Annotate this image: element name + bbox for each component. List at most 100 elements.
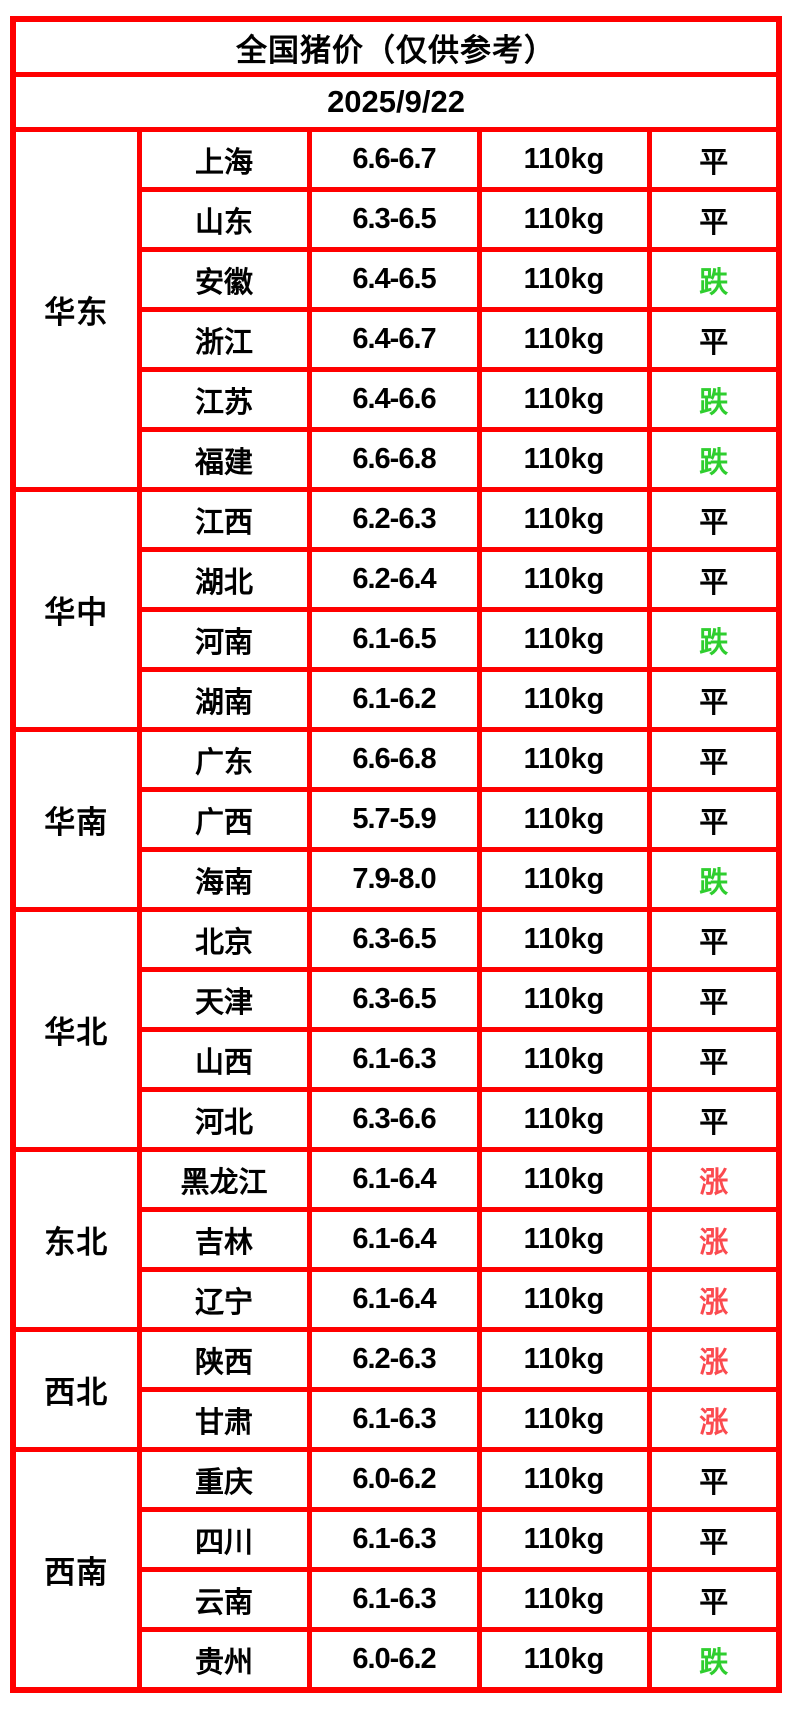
weight-cell: 110kg (476, 1327, 652, 1392)
price-cell: 6.0-6.2 (306, 1627, 482, 1693)
status-cell: 平 (646, 547, 782, 612)
status-cell: 跌 (646, 607, 782, 672)
table-title: 全国猪价（仅供参考） (10, 16, 782, 77)
weight-cell: 110kg (476, 1507, 652, 1572)
weight-cell: 110kg (476, 967, 652, 1032)
region-cell: 东北 (10, 1147, 142, 1332)
table-row: 云南 6.1-6.3 110kg 平 (13, 1567, 782, 1632)
province-cell: 甘肃 (136, 1387, 312, 1452)
table-row: 河南 6.1-6.5 110kg 跌 (13, 607, 782, 672)
table-row: 华东 上海 6.6-6.7 110kg 平 (10, 127, 782, 492)
price-cell: 6.3-6.5 (306, 907, 482, 972)
table-row: 辽宁 6.1-6.4 110kg 涨 (13, 1267, 782, 1332)
province-cell: 辽宁 (136, 1267, 312, 1332)
province-cell: 天津 (136, 967, 312, 1032)
weight-cell: 110kg (476, 1387, 652, 1452)
table-date: 2025/9/22 (10, 72, 782, 132)
province-cell: 黑龙江 (136, 1147, 312, 1212)
status-cell: 跌 (646, 1627, 782, 1693)
province-cell: 北京 (136, 907, 312, 972)
status-cell: 涨 (646, 1267, 782, 1332)
status-cell: 跌 (646, 247, 782, 312)
table-row: 西北 陕西 6.2-6.3 110kg 涨 (10, 1327, 782, 1452)
price-cell: 6.6-6.7 (306, 127, 482, 192)
price-cell: 6.2-6.3 (306, 1327, 482, 1392)
price-cell: 6.2-6.4 (306, 547, 482, 612)
price-cell: 6.4-6.5 (306, 247, 482, 312)
province-cell: 湖南 (136, 667, 312, 732)
status-cell: 平 (646, 967, 782, 1032)
table-row: 湖南 6.1-6.2 110kg 平 (13, 667, 782, 732)
province-cell: 云南 (136, 1567, 312, 1632)
status-cell: 平 (646, 907, 782, 972)
province-cell: 陕西 (136, 1327, 312, 1392)
province-cell: 江苏 (136, 367, 312, 432)
table-row: 浙江 6.4-6.7 110kg 平 (13, 307, 782, 372)
price-cell: 6.4-6.7 (306, 307, 482, 372)
table-row: 四川 6.1-6.3 110kg 平 (13, 1507, 782, 1572)
region-cell: 华南 (10, 727, 142, 912)
table-row: 天津 6.3-6.5 110kg 平 (13, 967, 782, 1032)
weight-cell: 110kg (476, 1267, 652, 1332)
weight-cell: 110kg (476, 187, 652, 252)
price-cell: 6.6-6.8 (306, 427, 482, 492)
status-cell: 跌 (646, 847, 782, 912)
province-cell: 广东 (136, 727, 312, 792)
price-cell: 6.1-6.2 (306, 667, 482, 732)
weight-cell: 110kg (476, 1147, 652, 1212)
weight-cell: 110kg (476, 1627, 652, 1693)
region-cell: 西北 (10, 1327, 142, 1452)
region-cell: 西南 (10, 1447, 142, 1693)
weight-cell: 110kg (476, 1087, 652, 1152)
price-cell: 7.9-8.0 (306, 847, 482, 912)
price-table: 全国猪价（仅供参考） 2025/9/22 华东 上海 6.6-6.7 110kg 平山东… (10, 16, 783, 1693)
price-cell: 6.1-6.4 (306, 1267, 482, 1332)
price-cell: 6.6-6.8 (306, 727, 482, 792)
status-cell: 涨 (646, 1207, 782, 1272)
weight-cell: 110kg (476, 487, 652, 552)
status-cell: 跌 (646, 367, 782, 432)
weight-cell: 110kg (476, 367, 652, 432)
title-row: 全国猪价（仅供参考） (10, 16, 782, 77)
weight-cell: 110kg (476, 787, 652, 852)
weight-cell: 110kg (476, 607, 652, 672)
price-cell: 6.4-6.6 (306, 367, 482, 432)
status-cell: 平 (646, 1447, 782, 1512)
status-cell: 跌 (646, 427, 782, 492)
price-cell: 6.1-6.5 (306, 607, 482, 672)
status-cell: 平 (646, 1507, 782, 1572)
province-cell: 福建 (136, 427, 312, 492)
price-table-body: 全国猪价（仅供参考） 2025/9/22 华东 上海 6.6-6.7 110kg 平山东… (10, 16, 782, 1693)
table-row: 广西 5.7-5.9 110kg 平 (13, 787, 782, 852)
province-cell: 四川 (136, 1507, 312, 1572)
weight-cell: 110kg (476, 1207, 652, 1272)
weight-cell: 110kg (476, 247, 652, 312)
table-row: 吉林 6.1-6.4 110kg 涨 (13, 1207, 782, 1272)
status-cell: 平 (646, 187, 782, 252)
status-cell: 平 (646, 727, 782, 792)
table-row: 东北 黑龙江 6.1-6.4 110kg 涨 (10, 1147, 782, 1332)
table-row: 福建 6.6-6.8 110kg 跌 (13, 427, 782, 492)
weight-cell: 110kg (476, 907, 652, 972)
region-cell: 华北 (10, 907, 142, 1152)
weight-cell: 110kg (476, 847, 652, 912)
weight-cell: 110kg (476, 127, 652, 192)
status-cell: 平 (646, 127, 782, 192)
price-cell: 5.7-5.9 (306, 787, 482, 852)
price-cell: 6.1-6.3 (306, 1387, 482, 1452)
price-cell: 6.3-6.5 (306, 187, 482, 252)
region-cell: 华东 (10, 127, 142, 492)
province-cell: 广西 (136, 787, 312, 852)
table-row: 山西 6.1-6.3 110kg 平 (13, 1027, 782, 1092)
province-cell: 山东 (136, 187, 312, 252)
status-cell: 平 (646, 487, 782, 552)
price-cell: 6.1-6.4 (306, 1207, 482, 1272)
table-row: 华中 江西 6.2-6.3 110kg 平 (10, 487, 782, 732)
weight-cell: 110kg (476, 667, 652, 732)
table-row: 华南 广东 6.6-6.8 110kg 平 (10, 727, 782, 912)
status-cell: 平 (646, 667, 782, 732)
price-cell: 6.2-6.3 (306, 487, 482, 552)
weight-cell: 110kg (476, 1027, 652, 1092)
price-cell: 6.0-6.2 (306, 1447, 482, 1512)
